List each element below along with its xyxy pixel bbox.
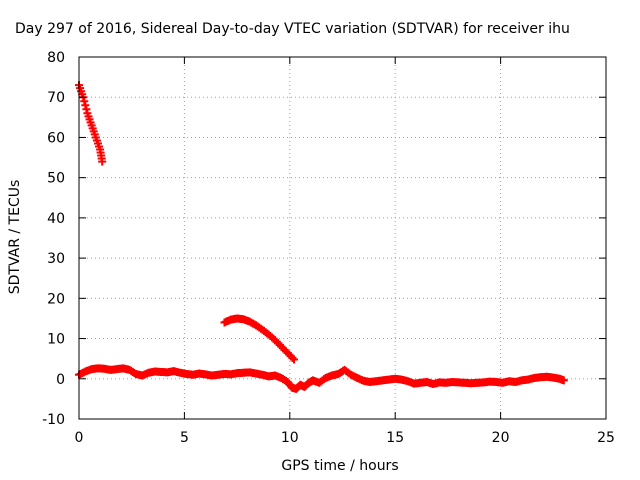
y-tick-label: 20	[47, 291, 65, 307]
y-tick-label: 0	[56, 372, 65, 388]
data-point	[98, 157, 107, 166]
y-tick-label: -10	[42, 412, 65, 428]
chart-title: Day 297 of 2016, Sidereal Day-to-day VTE…	[15, 21, 570, 37]
y-tick-label: 40	[47, 211, 65, 227]
data-point	[559, 376, 568, 385]
x-tick-label: 5	[180, 430, 189, 446]
tick-labels: 0 5 10 15 20 25 -10 0 10 20 30 40 50 60 70 80	[42, 50, 615, 446]
data-point	[290, 355, 299, 364]
x-tick-label: 20	[492, 430, 510, 446]
data-point	[81, 101, 90, 110]
series-3	[75, 364, 568, 393]
data-point	[82, 105, 91, 114]
y-tick-label: 50	[47, 171, 65, 187]
grid	[79, 57, 606, 419]
y-tick-label: 60	[47, 130, 65, 146]
series-layer	[75, 81, 568, 393]
y-tick-label: 80	[47, 50, 65, 66]
x-tick-label: 25	[597, 430, 615, 446]
plot-frame	[78, 56, 607, 420]
x-axis-title: GPS time / hours	[281, 458, 398, 474]
x-tick-label: 0	[75, 430, 84, 446]
x-tick-label: 10	[281, 430, 299, 446]
y-tick-label: 10	[47, 332, 65, 348]
series-2	[220, 314, 299, 364]
y-tick-label: 70	[47, 90, 65, 106]
data-point	[288, 353, 297, 362]
data-point	[80, 97, 89, 106]
y-axis-title: SDTVAR / TECUs	[7, 180, 23, 295]
x-tick-label: 15	[386, 430, 404, 446]
y-tick-label: 30	[47, 251, 65, 267]
ticks	[78, 56, 607, 420]
